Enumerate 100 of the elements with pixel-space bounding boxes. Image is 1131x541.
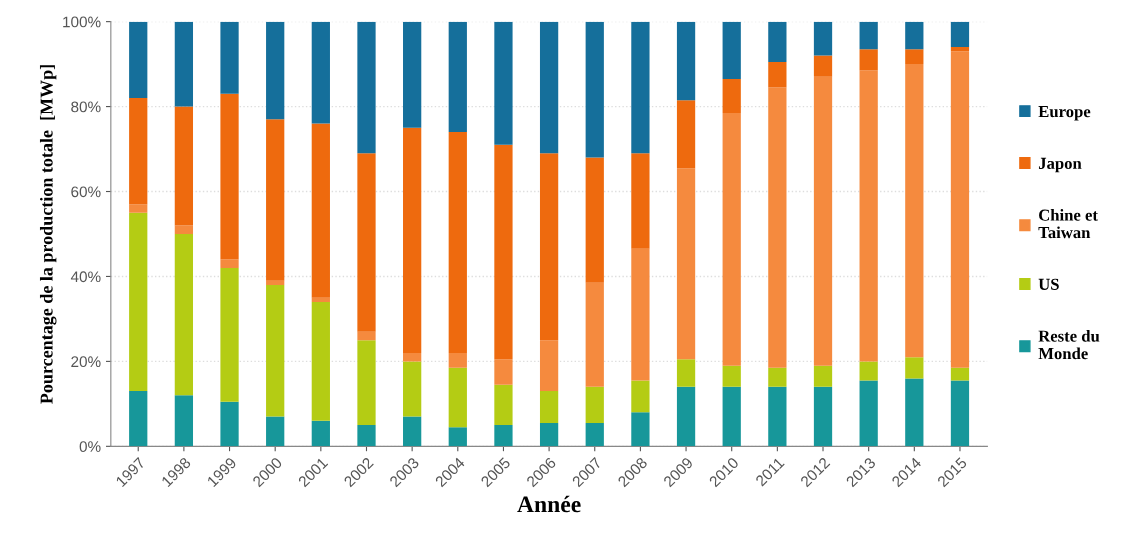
bar: [311, 301, 330, 421]
bar: [266, 284, 285, 417]
bar: [357, 153, 376, 332]
bar: [813, 76, 833, 366]
y-tick-label: 20%: [71, 356, 101, 368]
bar: [494, 359, 513, 385]
bar: [631, 412, 650, 447]
legend-label: Europe: [1038, 106, 1091, 121]
bar: [311, 297, 330, 302]
bar: [448, 352, 467, 368]
bar: [631, 248, 650, 381]
legend-label: US: [1038, 278, 1059, 290]
bar: [859, 361, 878, 381]
y-tick-label: 80%: [71, 101, 101, 113]
bar: [403, 352, 422, 362]
bar: [722, 112, 741, 366]
bar: [129, 21, 148, 99]
legend-label: Japon: [1038, 157, 1082, 173]
bar: [905, 21, 924, 50]
bar: [174, 21, 194, 107]
bar: [494, 425, 513, 447]
bar: [311, 21, 330, 124]
bar: [950, 21, 970, 48]
bar: [448, 21, 467, 133]
bar: [266, 280, 285, 285]
bar: [174, 225, 194, 234]
bar: [676, 100, 696, 169]
bar: [448, 367, 467, 428]
bar: [494, 144, 513, 360]
y-tick-label: 100%: [63, 16, 101, 28]
bar: [494, 21, 513, 145]
bar: [768, 386, 787, 447]
bar: [905, 357, 924, 379]
bar: [813, 386, 833, 447]
bar: [129, 98, 148, 205]
bar: [722, 386, 741, 447]
bar: [129, 391, 148, 447]
bar: [585, 157, 604, 283]
bar: [768, 367, 787, 387]
bar: [266, 119, 285, 281]
x-axis-title: Année: [517, 495, 581, 513]
bar: [403, 127, 422, 353]
bar: [905, 378, 924, 447]
bar: [585, 282, 604, 387]
bar: [448, 427, 467, 447]
bar: [174, 106, 194, 226]
bar: [813, 365, 833, 387]
y-tick-label: 60%: [71, 186, 101, 198]
bar: [768, 87, 787, 368]
bar: [129, 212, 148, 392]
bar: [311, 123, 330, 298]
bar: [722, 21, 741, 79]
bar: [220, 93, 239, 260]
bar: [174, 395, 194, 447]
bar: [357, 331, 376, 341]
legend-label: Reste du Monde: [1038, 329, 1100, 360]
bar: [950, 367, 970, 381]
y-tick-label: 40%: [70, 271, 101, 283]
bar: [357, 21, 376, 154]
bar: [676, 168, 696, 360]
legend-label: Chine et Taiwan: [1038, 209, 1098, 239]
bar: [266, 416, 285, 447]
bar: [859, 380, 878, 447]
bar: [905, 64, 924, 358]
bar: [905, 49, 924, 65]
bar: [220, 401, 239, 447]
bar: [950, 47, 970, 52]
bar: [220, 21, 239, 94]
bar: [220, 267, 239, 402]
bar: [311, 420, 330, 447]
bar: [174, 233, 194, 396]
bar: [813, 55, 833, 77]
bar: [859, 21, 878, 50]
bar: [676, 386, 696, 447]
y-tick-label: 0%: [79, 441, 101, 453]
bar: [950, 380, 970, 447]
bar: [539, 153, 559, 341]
bar: [448, 132, 467, 353]
bar: [539, 21, 559, 154]
bar: [631, 380, 650, 413]
bar: [585, 386, 604, 423]
bar: [585, 422, 604, 447]
bar: [676, 21, 696, 101]
bar: [539, 340, 559, 392]
bar: [539, 391, 559, 423]
bar: [722, 78, 741, 113]
bar: [768, 61, 787, 88]
bar: [539, 422, 559, 447]
bar: [403, 21, 422, 128]
bar: [722, 365, 741, 387]
bar: [631, 21, 650, 154]
bar: [950, 51, 970, 368]
bar: [859, 70, 878, 362]
bar: [403, 361, 422, 417]
bar: [403, 416, 422, 447]
bar: [357, 425, 376, 447]
bar: [768, 21, 787, 62]
bar: [357, 340, 376, 426]
bar: [585, 21, 604, 158]
bar: [631, 153, 650, 249]
